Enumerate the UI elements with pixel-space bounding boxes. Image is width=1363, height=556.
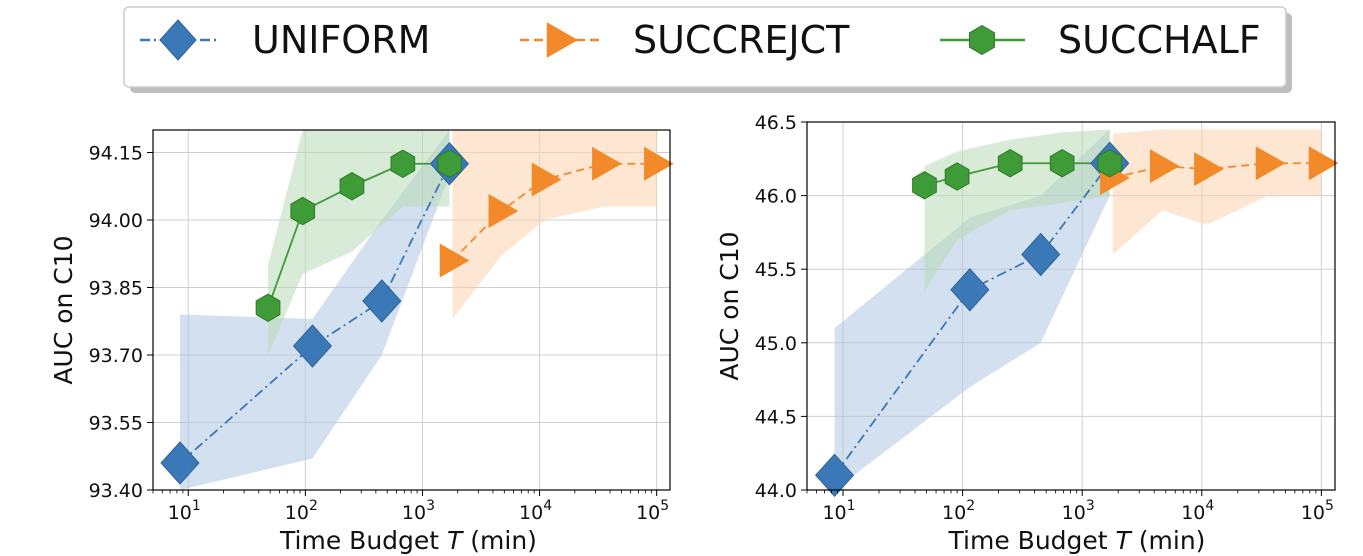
x-tick-label: 102 (285, 498, 318, 524)
legend-label: UNIFORM (252, 18, 430, 62)
y-tick-label: 45.5 (755, 259, 797, 281)
x-tick-label: 102 (942, 498, 975, 524)
data-point-succhalf (437, 149, 462, 179)
data-point-uniform (950, 268, 990, 312)
y-tick-label: 46.5 (755, 112, 797, 134)
plot-frame (806, 121, 1336, 491)
confidence-band-uniform (834, 129, 1110, 490)
confidence-band-succrejct (452, 130, 657, 319)
y-tick-label: 93.85 (89, 278, 143, 300)
x-tick-label: 103 (1062, 498, 1095, 524)
legend-marker-diamond (159, 19, 197, 61)
data-point-uniform (814, 453, 855, 498)
data-point-succhalf (997, 148, 1023, 178)
data-point-succhalf (390, 149, 416, 179)
x-axis-label: Time Budget T (min) (279, 526, 537, 555)
data-point-succrejct (531, 162, 562, 197)
data-point-succrejct (439, 243, 470, 278)
series-line-uniform (179, 163, 451, 464)
legend-label: SUCCREJCT (633, 18, 850, 62)
y-tick-label: 44.0 (755, 480, 797, 502)
series-line-uniform (833, 162, 1111, 476)
chart-right: 44.0 44.5 45.0 45.5 46.0 46.5 101 102 103 104 105… (715, 112, 1339, 555)
data-point-succhalf (1049, 148, 1075, 178)
chart-left: 93.40 93.55 93.70 93.85 94.00 94.15 101 102 103… (49, 129, 674, 555)
data-point-succhalf (1097, 148, 1123, 178)
y-axis-label: AUC on C10 (49, 235, 78, 384)
data-point-succrejct (1255, 146, 1286, 181)
y-tick-label: 93.55 (89, 413, 143, 435)
x-tick-label: 104 (519, 498, 552, 524)
x-tick-label: 105 (636, 498, 669, 524)
y-tick-label: 46.0 (755, 186, 797, 208)
data-point-succrejct (1194, 152, 1224, 187)
data-point-uniform (1021, 232, 1061, 277)
y-tick-label: 94.15 (89, 143, 143, 165)
y-tick-label: 44.5 (755, 406, 797, 428)
data-point-succhalf (255, 293, 281, 323)
y-tick-label: 45.0 (755, 333, 797, 355)
data-point-succhalf (339, 171, 365, 201)
confidence-band-succhalf (268, 130, 450, 355)
legend-box (123, 6, 1287, 88)
y-tick-label: 93.70 (89, 345, 143, 367)
data-point-succrejct (1308, 146, 1339, 181)
data-point-succrejct (644, 146, 674, 181)
data-point-uniform (292, 324, 333, 368)
y-tick-label: 93.40 (89, 480, 143, 502)
x-tick-label: 101 (822, 498, 855, 524)
x-axis-label: Time Budget T (min) (948, 526, 1206, 555)
y-tick-label: 94.00 (89, 210, 143, 232)
data-point-succrejct (488, 193, 519, 229)
confidence-band-succrejct (1112, 129, 1322, 255)
legend-label: SUCCHALF (1058, 18, 1261, 62)
legend-marker-triangle-right (546, 22, 579, 58)
y-axis-label: AUC on C10 (715, 231, 744, 380)
legend-marker-hexagon (969, 25, 995, 55)
x-tick-label: 105 (1301, 498, 1334, 524)
data-point-succhalf (912, 171, 937, 200)
data-point-succrejct (592, 146, 622, 181)
data-point-succhalf (290, 196, 316, 226)
x-tick-label: 103 (402, 498, 435, 524)
data-point-succhalf (944, 162, 970, 191)
data-point-succrejct (1149, 149, 1180, 184)
legend: UNIFORM SUCCREJCT SUCCHALF (123, 6, 1292, 93)
data-point-uniform (160, 441, 200, 485)
data-point-uniform (362, 279, 402, 323)
x-tick-label: 101 (168, 498, 201, 524)
x-tick-label: 104 (1181, 498, 1214, 524)
